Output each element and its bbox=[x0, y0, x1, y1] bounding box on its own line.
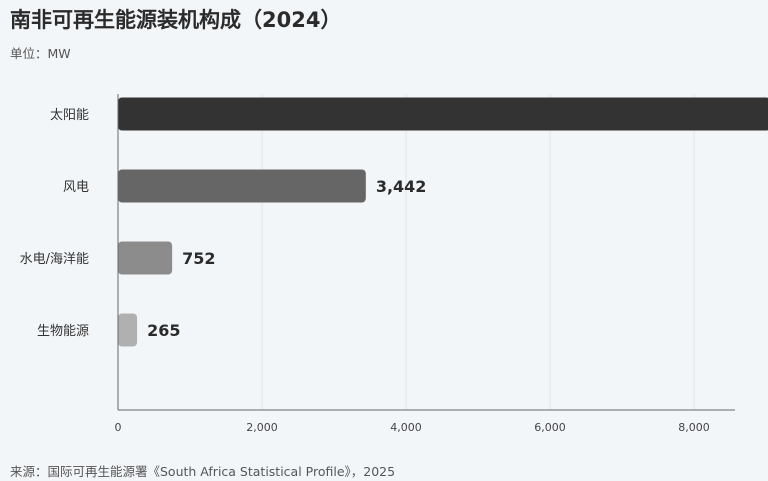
unit-label: 单位：MW bbox=[10, 46, 71, 61]
x-tick-label: 4,000 bbox=[390, 421, 422, 434]
chart-title: 南非可再生能源装机构成（2024） bbox=[10, 8, 342, 32]
bar bbox=[118, 169, 366, 203]
x-tick-label: 6,000 bbox=[534, 421, 566, 434]
bars bbox=[118, 97, 768, 347]
bar bbox=[118, 241, 173, 275]
bar bbox=[118, 97, 768, 131]
value-label: 265 bbox=[147, 321, 180, 340]
bar bbox=[118, 313, 138, 347]
category-label: 风电 bbox=[63, 180, 89, 195]
axes bbox=[117, 94, 735, 411]
x-tick-label: 8,000 bbox=[678, 421, 710, 434]
category-label: 生物能源 bbox=[37, 324, 89, 339]
x-tick-label: 0 bbox=[115, 421, 122, 434]
category-label: 水电/海洋能 bbox=[20, 252, 89, 267]
category-label: 太阳能 bbox=[50, 108, 89, 123]
value-label: 3,442 bbox=[376, 177, 427, 196]
gridlines bbox=[261, 94, 695, 410]
x-tick-labels: 0 2,000 4,000 6,000 8,000 bbox=[115, 421, 710, 434]
value-label: 752 bbox=[182, 249, 215, 268]
source-note: 来源：国际可再生能源署《South Africa Statistical Pro… bbox=[10, 464, 396, 479]
x-tick-label: 2,000 bbox=[246, 421, 278, 434]
